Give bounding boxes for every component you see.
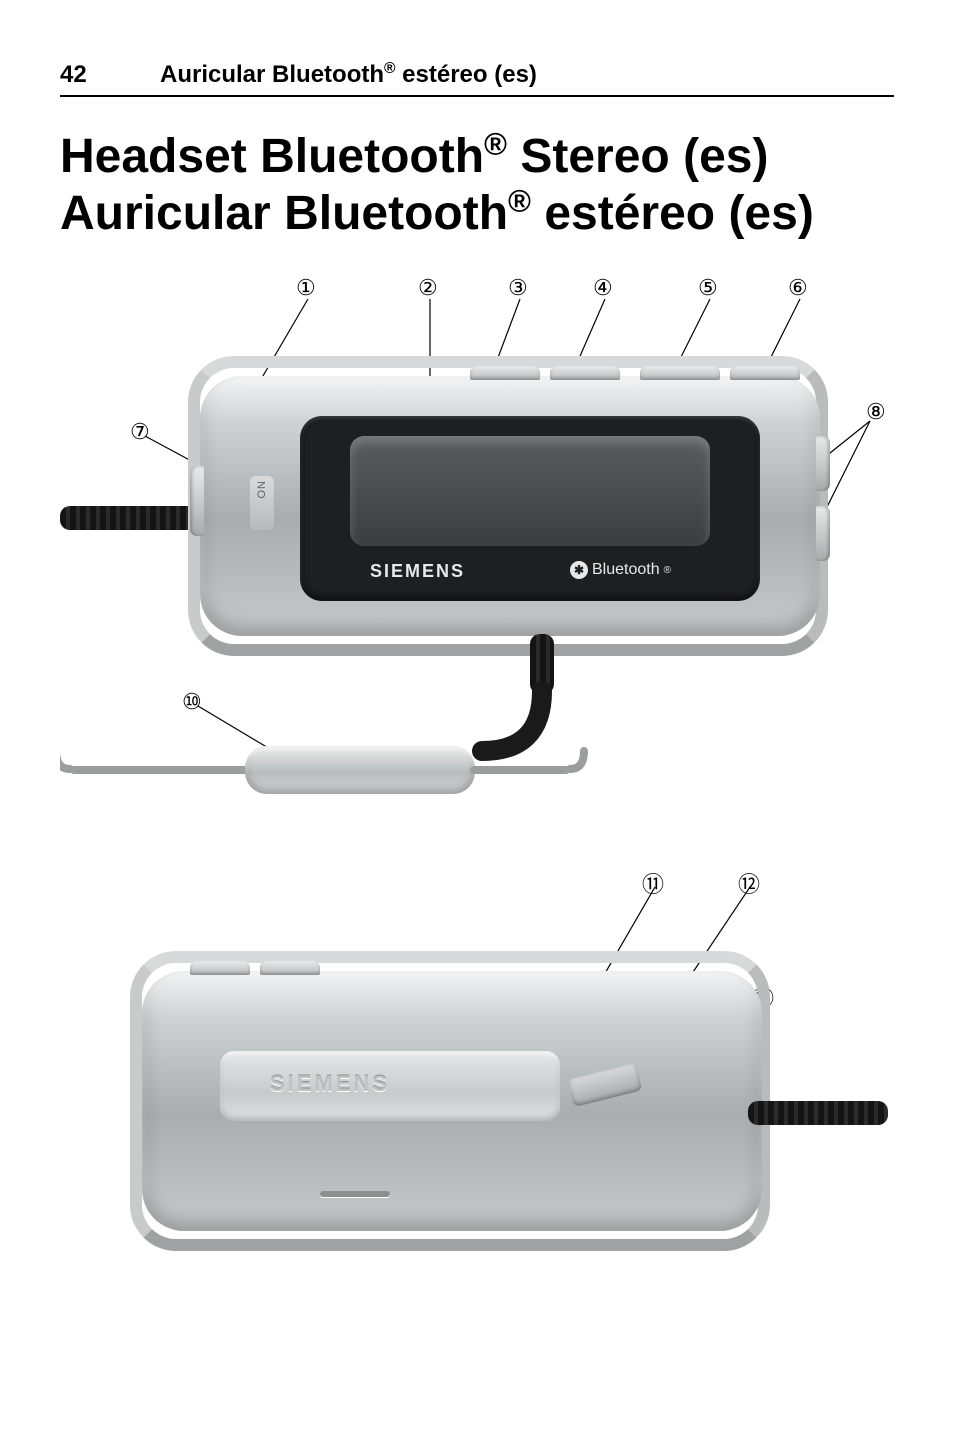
callout-2: ② (418, 275, 438, 301)
title-line2-post: estéreo (es) (531, 187, 814, 240)
page: 42 Auricular Bluetooth® estéreo (es) Hea… (0, 0, 954, 1437)
page-number: 42 (60, 61, 140, 89)
cable-down (530, 634, 554, 694)
top-button-4 (730, 366, 800, 380)
title-line2-pre: Auricular Bluetooth (60, 187, 508, 240)
device-front: ON SIEMENS ✱ Bluetooth ® (100, 356, 860, 676)
callout-1: ① (296, 275, 316, 301)
side-button-bottom (816, 506, 830, 561)
bottom-slot (320, 1191, 390, 1197)
page-header: 42 Auricular Bluetooth® estéreo (es) (60, 60, 894, 97)
back-top-btn-1 (190, 961, 250, 975)
figure-area: ① ② ③ ④ ⑤ ⑥ ⑦ ⑧ ⑩ ON (60, 261, 894, 1361)
main-title: Headset Bluetooth® Stereo (es) Auricular… (60, 127, 894, 241)
top-button-1 (470, 366, 540, 380)
display-screen (350, 436, 710, 546)
top-button-3 (640, 366, 720, 380)
callout-10: ⑩ (182, 689, 202, 715)
back-top-btn-2 (260, 961, 320, 975)
registered-mark: ® (484, 127, 507, 162)
microphone-pod (245, 746, 475, 794)
registered-mark: ® (384, 60, 396, 77)
callout-12: ⑫ (738, 867, 760, 899)
brand-siemens: SIEMENS (370, 561, 465, 582)
callout-11: ⑪ (642, 867, 664, 899)
callout-6: ⑥ (788, 275, 808, 301)
header-title-post: estéreo (es) (396, 61, 537, 88)
title-line1-post: Stereo (es) (507, 130, 768, 183)
thin-cable-right (470, 766, 570, 774)
callout-4: ④ (593, 275, 613, 301)
registered-mark: ® (508, 184, 531, 219)
side-button-top (816, 436, 830, 491)
title-line1-pre: Headset Bluetooth (60, 130, 484, 183)
header-title: Auricular Bluetooth® estéreo (es) (160, 60, 537, 89)
brand-bluetooth: ✱ Bluetooth ® (570, 561, 671, 579)
top-button-2 (550, 366, 620, 380)
callout-8: ⑧ (866, 399, 886, 425)
cable-left (60, 506, 200, 530)
bluetooth-text: Bluetooth (592, 561, 660, 579)
thin-cable-left (70, 766, 250, 774)
cable-right (748, 1101, 888, 1125)
bt-reg: ® (664, 565, 671, 576)
device-back: SIEMENS (100, 951, 860, 1271)
bluetooth-icon: ✱ (570, 561, 588, 579)
callout-5: ⑤ (698, 275, 718, 301)
header-title-pre: Auricular Bluetooth (160, 61, 384, 88)
on-label: ON (250, 476, 274, 530)
left-switch (190, 466, 204, 536)
siemens-emboss: SIEMENS (270, 1071, 390, 1097)
callout-3: ③ (508, 275, 528, 301)
